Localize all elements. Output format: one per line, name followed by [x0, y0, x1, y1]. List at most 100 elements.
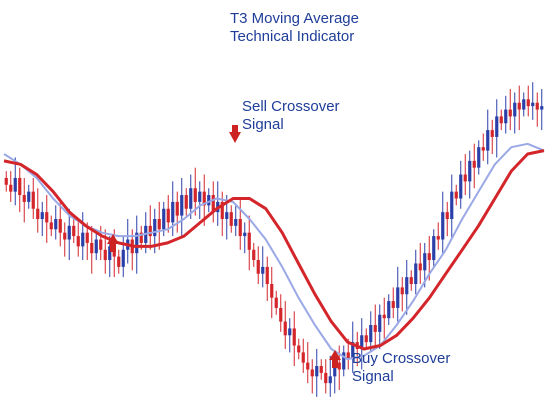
- candle-body: [387, 301, 391, 319]
- candle-body: [4, 177, 8, 185]
- candle-body: [270, 283, 274, 298]
- candle-body: [198, 191, 202, 202]
- candle-body: [445, 212, 449, 219]
- candle-body: [463, 174, 467, 182]
- candle-body: [108, 246, 112, 261]
- candle-body: [211, 195, 215, 213]
- candle-body: [166, 208, 170, 223]
- candle-body: [409, 277, 413, 284]
- candle-body: [135, 232, 139, 254]
- sell-arrow: [229, 125, 241, 143]
- candle-body: [477, 147, 481, 168]
- candle-body: [306, 362, 310, 370]
- candle-body: [162, 208, 166, 230]
- candlestick-series: [4, 82, 544, 397]
- candle-body: [148, 225, 152, 237]
- candle-body: [193, 188, 197, 202]
- candle-body: [63, 232, 67, 240]
- candle-body: [301, 352, 305, 363]
- candle-body: [256, 260, 260, 274]
- candle-body: [508, 109, 512, 117]
- buy-label-line-1: Buy Crossover: [352, 350, 451, 367]
- candle-body: [319, 366, 323, 373]
- buy-crossover-label: Buy Crossover Signal: [352, 350, 450, 386]
- candle-body: [171, 201, 175, 223]
- candle-body: [450, 191, 454, 219]
- candle-body: [225, 212, 229, 219]
- candle-body: [310, 369, 314, 377]
- candle-body: [396, 287, 400, 308]
- candle-body: [418, 263, 422, 271]
- candle-body: [522, 99, 526, 110]
- candle-body: [49, 222, 53, 230]
- candle-body: [238, 219, 242, 237]
- candle-body: [441, 212, 445, 240]
- candle-body: [414, 263, 418, 284]
- candle-body: [391, 301, 395, 308]
- candle-body: [81, 232, 85, 247]
- candle-body: [139, 232, 143, 243]
- candle-body: [283, 321, 287, 336]
- candle-body: [454, 191, 458, 199]
- candle-body: [499, 116, 503, 124]
- candle-body: [531, 102, 535, 107]
- candle-body: [13, 177, 17, 192]
- candle-body: [382, 314, 386, 319]
- candle-body: [535, 102, 539, 110]
- candle-body: [373, 325, 377, 332]
- candle-body: [369, 325, 373, 343]
- candle-body: [94, 239, 98, 254]
- candle-body: [378, 314, 382, 332]
- candle-body: [459, 174, 463, 199]
- candle-body: [274, 297, 278, 308]
- candle-body: [90, 242, 94, 254]
- candle-body: [189, 188, 193, 209]
- candle-body: [364, 335, 368, 343]
- candle-body: [234, 219, 238, 226]
- candle-body: [315, 366, 319, 377]
- candle-body: [481, 147, 485, 151]
- buy-label-line-2: Signal: [352, 368, 394, 385]
- candle-body: [324, 372, 328, 384]
- sell-crossover-label: Sell Crossover Signal: [242, 98, 340, 134]
- candle-body: [328, 376, 332, 384]
- candle-body: [121, 249, 125, 267]
- candle-body: [292, 328, 296, 346]
- candle-body: [54, 219, 58, 230]
- candle-body: [31, 191, 35, 209]
- candle-body: [360, 335, 364, 349]
- chart-title: T3 Moving Average Technical Indicator: [230, 10, 359, 46]
- candle-body: [220, 201, 224, 219]
- candle-body: [36, 208, 40, 219]
- candle-body: [346, 352, 350, 360]
- candle-body: [103, 249, 107, 261]
- candle-body: [243, 232, 247, 237]
- fast-t3-line: [3, 142, 545, 361]
- candle-body: [67, 225, 71, 240]
- candle-body: [288, 328, 292, 336]
- candle-body: [22, 195, 26, 202]
- up-arrow-icon: [329, 350, 341, 360]
- candle-body: [175, 201, 179, 216]
- title-line-1: T3 Moving Average: [230, 10, 359, 27]
- buy-arrow: [329, 350, 341, 368]
- candle-body: [279, 307, 283, 322]
- candle-body: [513, 102, 517, 117]
- candle-body: [9, 184, 13, 192]
- title-line-2: Technical Indicator: [230, 28, 355, 45]
- candle-body: [265, 266, 269, 284]
- candle-body: [423, 253, 427, 271]
- candle-body: [18, 177, 22, 196]
- candle-body: [27, 191, 31, 202]
- down-arrow-icon: [229, 132, 241, 143]
- sell-label-line-1: Sell Crossover: [242, 98, 340, 115]
- candle-body: [72, 225, 76, 237]
- candle-body: [351, 342, 355, 360]
- candle-body: [85, 232, 89, 243]
- candle-body: [153, 219, 157, 237]
- candle-body: [58, 219, 62, 233]
- candle-body: [45, 212, 49, 223]
- up-arrow-icon: [107, 234, 119, 244]
- candle-body: [76, 236, 80, 247]
